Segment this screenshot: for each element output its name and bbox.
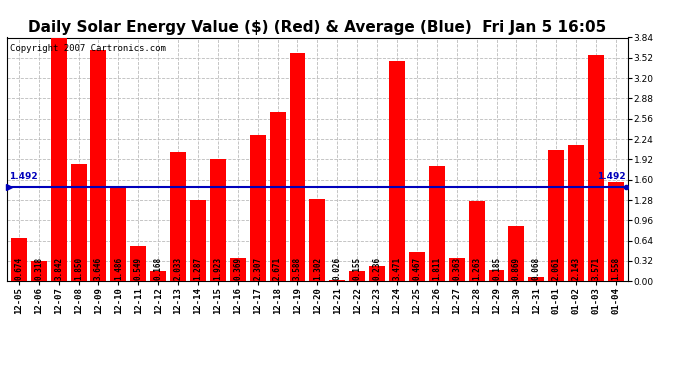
Text: 3.471: 3.471 — [393, 257, 402, 280]
Bar — [90, 50, 106, 281]
Text: 1.302: 1.302 — [313, 257, 322, 280]
Bar — [110, 187, 126, 281]
Text: 0.549: 0.549 — [134, 257, 143, 280]
Text: 3.646: 3.646 — [94, 257, 103, 280]
Text: 1.492: 1.492 — [598, 172, 626, 182]
Bar — [608, 182, 624, 281]
Text: 1.492: 1.492 — [9, 172, 37, 182]
Text: 2.061: 2.061 — [552, 257, 561, 280]
Bar — [409, 252, 425, 281]
Title: Daily Solar Energy Value ($) (Red) & Average (Blue)  Fri Jan 5 16:05: Daily Solar Energy Value ($) (Red) & Ave… — [28, 20, 607, 35]
Bar — [190, 200, 206, 281]
Bar — [349, 272, 365, 281]
Text: 3.588: 3.588 — [293, 257, 302, 280]
Text: 0.869: 0.869 — [512, 257, 521, 280]
Text: 1.486: 1.486 — [114, 257, 123, 280]
Bar — [170, 152, 186, 281]
Bar — [270, 112, 286, 281]
Text: 0.318: 0.318 — [34, 257, 43, 280]
Text: 0.674: 0.674 — [14, 257, 23, 280]
Text: 3.571: 3.571 — [591, 257, 600, 280]
Bar — [389, 61, 405, 281]
Bar — [11, 238, 27, 281]
Bar — [50, 38, 67, 281]
Bar — [329, 280, 345, 281]
Bar — [529, 277, 544, 281]
Bar — [588, 55, 604, 281]
Bar — [150, 271, 166, 281]
Text: 1.850: 1.850 — [74, 257, 83, 280]
Text: 2.143: 2.143 — [571, 257, 581, 280]
Bar — [448, 258, 464, 281]
Bar — [290, 54, 306, 281]
Bar — [549, 150, 564, 281]
Bar — [210, 159, 226, 281]
Text: 0.236: 0.236 — [373, 257, 382, 280]
Bar — [489, 270, 504, 281]
Text: 1.558: 1.558 — [611, 257, 620, 280]
Bar — [250, 135, 266, 281]
Text: 0.068: 0.068 — [532, 257, 541, 280]
Text: 1.811: 1.811 — [433, 257, 442, 280]
Text: 1.923: 1.923 — [213, 257, 222, 280]
Bar — [130, 246, 146, 281]
Text: 0.168: 0.168 — [154, 257, 163, 280]
Text: 0.363: 0.363 — [452, 257, 461, 280]
Bar — [70, 164, 86, 281]
Text: 0.155: 0.155 — [353, 257, 362, 280]
Text: 2.307: 2.307 — [253, 257, 262, 280]
Bar — [469, 201, 484, 281]
Bar — [31, 261, 47, 281]
Text: 0.467: 0.467 — [413, 257, 422, 280]
Text: 1.263: 1.263 — [472, 257, 481, 280]
Text: 3.842: 3.842 — [54, 257, 63, 280]
Text: 2.033: 2.033 — [174, 257, 183, 280]
Bar — [429, 166, 445, 281]
Text: 0.185: 0.185 — [492, 257, 501, 280]
Bar — [369, 266, 385, 281]
Text: 0.026: 0.026 — [333, 257, 342, 280]
Text: Copyright 2007 Cartronics.com: Copyright 2007 Cartronics.com — [10, 44, 166, 52]
Bar — [230, 258, 246, 281]
Text: 2.671: 2.671 — [273, 257, 282, 280]
Text: 0.369: 0.369 — [233, 257, 242, 280]
Bar — [309, 199, 326, 281]
Text: 1.287: 1.287 — [193, 257, 202, 280]
Bar — [509, 226, 524, 281]
Bar — [568, 145, 584, 281]
